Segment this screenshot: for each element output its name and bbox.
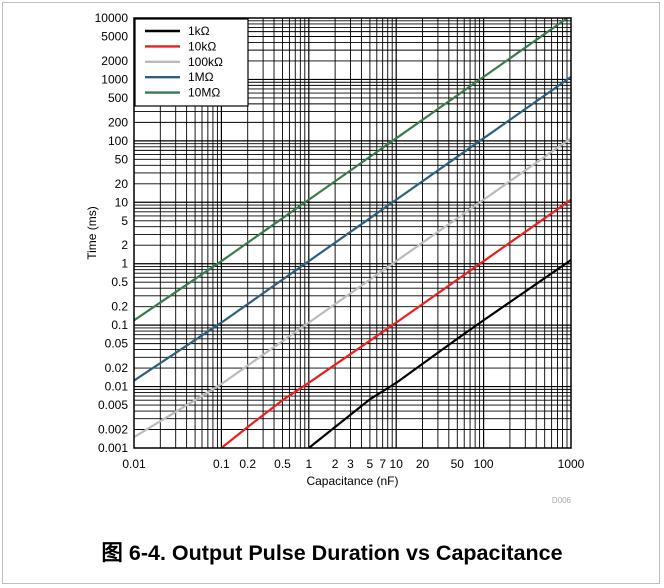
y-tick-label: 0.001 — [98, 441, 128, 455]
y-tick-label: 0.1 — [111, 318, 128, 332]
y-tick-label: 100 — [108, 134, 128, 148]
x-tick-label: 0.01 — [122, 457, 146, 471]
series-line-0 — [308, 259, 571, 448]
series-line-1 — [220, 198, 571, 448]
y-tick-label: 10000 — [95, 11, 129, 25]
y-tick-label: 0.02 — [105, 361, 129, 375]
legend-label: 10kΩ — [188, 39, 216, 53]
legend-label: 100kΩ — [188, 55, 223, 69]
y-tick-label: 0.01 — [105, 380, 129, 394]
caption-prefix: 图 — [101, 541, 123, 565]
x-tick-label: 7 — [379, 457, 386, 471]
caption-text: 6-4. Output Pulse Duration vs Capacitanc… — [128, 541, 563, 565]
x-tick-label: 0.2 — [239, 457, 256, 471]
series-line-2 — [134, 137, 571, 439]
y-tick-label: 0.005 — [98, 398, 128, 412]
legend-label: 1MΩ — [188, 70, 214, 84]
x-tick-label: 1000 — [558, 457, 585, 471]
x-tick-label: 100 — [474, 457, 494, 471]
series-line-3 — [134, 75, 571, 382]
x-tick-label: 20 — [416, 457, 430, 471]
y-tick-label: 50 — [115, 152, 129, 166]
y-tick-label: 0.002 — [98, 423, 128, 437]
y-axis-label: Time (ms) — [85, 206, 99, 260]
y-tick-label: 1000 — [101, 72, 128, 86]
y-tick-label: 1 — [121, 257, 128, 271]
y-tick-label: 500 — [108, 91, 128, 105]
x-tick-label: 0.1 — [213, 457, 230, 471]
x-axis-label: Capacitance (nF) — [306, 474, 398, 488]
x-tick-label: 1 — [305, 457, 312, 471]
y-tick-label: 200 — [108, 115, 128, 129]
y-tick-label: 20 — [115, 177, 129, 191]
x-tick-label: 0.5 — [274, 457, 291, 471]
plot-border — [133, 17, 572, 449]
x-tick-label: 10 — [390, 457, 404, 471]
y-tick-label: 0.2 — [111, 300, 128, 314]
y-tick-label: 0.5 — [111, 275, 128, 289]
figure-id-label: D006 — [552, 496, 572, 505]
y-tick-label: 5000 — [101, 29, 128, 43]
x-tick-label: 5 — [367, 457, 374, 471]
legend-label: 1kΩ — [188, 24, 210, 38]
x-tick-label: 3 — [347, 457, 354, 471]
figure-caption: 图 6-4. Output Pulse Duration vs Capacita… — [0, 536, 664, 567]
y-tick-label: 0.05 — [105, 337, 129, 351]
legend-label: 10MΩ — [188, 86, 220, 100]
series-line-4 — [134, 18, 570, 322]
x-tick-label: 50 — [451, 457, 465, 471]
y-tick-label: 5 — [121, 214, 128, 228]
x-tick-label: 2 — [332, 457, 339, 471]
y-tick-label: 2000 — [101, 54, 128, 68]
axes: 0.01 0.1 0.2 0.5 1 2 3 5 7 10 20 50 100 1000100005000… — [95, 11, 585, 471]
y-tick-label: 2 — [121, 238, 128, 252]
series-lines — [134, 18, 571, 448]
y-tick-label: 10 — [115, 195, 129, 209]
chart: 0.01 0.1 0.2 0.5 1 2 3 5 7 10 20 50 100 1000100005000… — [85, 11, 585, 505]
